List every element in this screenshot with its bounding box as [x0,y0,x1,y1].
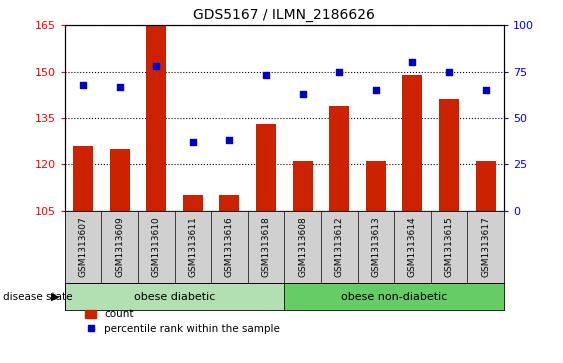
Bar [183,195,203,211]
Point [372,87,381,93]
Bar [256,124,276,211]
Text: GSM1313611: GSM1313611 [189,216,197,277]
Bar [403,75,422,211]
Text: GSM1313614: GSM1313614 [408,216,417,277]
Point [115,83,124,89]
Bar [284,283,504,310]
Point [298,91,307,97]
Text: ▶: ▶ [51,292,60,302]
Legend: count, percentile rank within the sample: count, percentile rank within the sample [81,305,284,338]
Point [334,69,343,75]
Bar [220,195,239,211]
Text: GSM1313608: GSM1313608 [298,216,307,277]
Text: GSM1313609: GSM1313609 [115,216,124,277]
Bar [65,283,284,310]
Point [261,73,270,78]
Bar [293,161,312,211]
Bar [366,161,386,211]
Text: GSM1313616: GSM1313616 [225,216,234,277]
Bar [73,146,93,211]
Text: GSM1313610: GSM1313610 [152,216,160,277]
Point [152,63,161,69]
Text: GSM1313618: GSM1313618 [262,216,270,277]
Text: GSM1313612: GSM1313612 [335,216,343,277]
Point [225,137,234,143]
Bar [476,161,495,211]
Point [481,87,490,93]
Point [445,69,454,75]
Text: GSM1313615: GSM1313615 [445,216,453,277]
Text: GSM1313613: GSM1313613 [372,216,380,277]
Bar [329,106,349,211]
Text: obese diabetic: obese diabetic [134,292,215,302]
Bar [146,25,166,211]
Bar [439,99,459,211]
Text: GSM1313607: GSM1313607 [79,216,87,277]
Point [188,139,197,145]
Point [408,60,417,65]
Point [79,82,88,87]
Title: GDS5167 / ILMN_2186626: GDS5167 / ILMN_2186626 [193,8,376,22]
Text: obese non-diabetic: obese non-diabetic [341,292,447,302]
Bar [110,149,129,211]
Text: GSM1313617: GSM1313617 [481,216,490,277]
Text: disease state: disease state [3,292,72,302]
